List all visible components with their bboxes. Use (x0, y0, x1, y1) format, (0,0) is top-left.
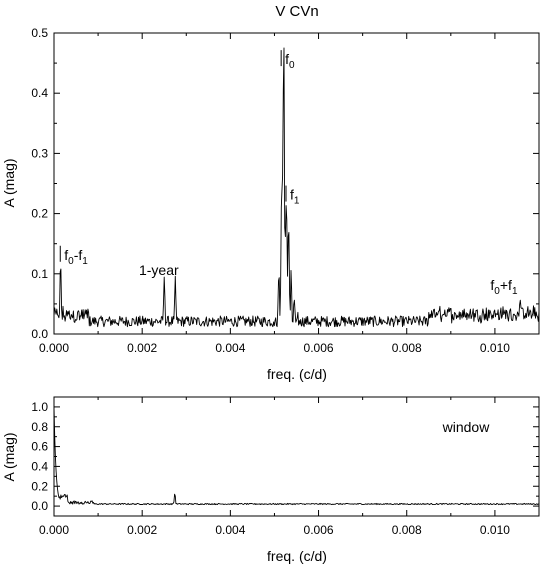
bottom-xtick-label: 0.010 (480, 523, 510, 537)
top-ytick-label: 0.4 (31, 86, 48, 100)
window-label: window (442, 419, 491, 435)
bottom-xtick-label: 0.002 (127, 523, 157, 537)
top-ytick-label: 0.0 (31, 327, 48, 341)
top-xtick-label: 0.004 (215, 341, 245, 355)
bottom-ytick-label: 0.6 (31, 440, 48, 454)
top-xtick-label: 0.002 (127, 341, 157, 355)
top-plot-frame (53, 32, 540, 335)
bottom-ytick-label: 0.8 (31, 420, 48, 434)
top-ytick-label: 0.1 (31, 267, 48, 281)
bottom-xtick-label: 0.000 (39, 523, 69, 537)
window-function-line (53, 406, 540, 506)
bottom-chart: 0.000 0.002 0.004 0.006 0.008 0.010 0.0 0.2 0.4 0… (1, 396, 540, 564)
top-xtick-label: 0.000 (39, 341, 69, 355)
bottom-ytick-label: 1.0 (31, 400, 48, 414)
annotation-label-2: f0-f1 (64, 247, 88, 267)
annotation-label-1: f1 (290, 187, 300, 207)
bottom-ytick-label: 0.4 (31, 459, 48, 473)
bottom-ytick-label: 0.2 (31, 479, 48, 493)
top-ticks (53, 32, 539, 335)
top-xlabel: freq. (c/d) (267, 366, 327, 382)
annotation-label-0: f0 (285, 51, 295, 71)
top-xtick-label: 0.008 (392, 341, 422, 355)
top-spectrum-line (53, 47, 540, 328)
top-annotations: f0 f1 f0-f1 1-year f0+f1 (59, 50, 518, 297)
bottom-ylabel: A (mag) (1, 432, 17, 481)
top-xtick-label: 0.010 (480, 341, 510, 355)
bottom-tick-labels: 0.000 0.002 0.004 0.006 0.008 0.010 0.0 0.2 0.4 0… (31, 400, 510, 537)
bottom-xtick-label: 0.006 (304, 523, 334, 537)
annotation-label-4: f0+f1 (490, 277, 518, 297)
bottom-xtick-label: 0.008 (392, 523, 422, 537)
bottom-xtick-label: 0.004 (215, 523, 245, 537)
top-ytick-label: 0.3 (31, 146, 48, 160)
top-ytick-label: 0.5 (31, 26, 48, 40)
top-ylabel: A (mag) (1, 158, 17, 207)
bottom-ticks (53, 396, 539, 516)
annotation-1-year: 1-year (139, 262, 179, 278)
bottom-plot-frame (53, 396, 540, 517)
chart-title: V CVn (275, 3, 318, 20)
bottom-xlabel: freq. (c/d) (267, 548, 327, 564)
top-chart: V CVn 0.000 0.002 0.004 0.006 0.008 0.0100.00… (1, 3, 540, 382)
bottom-ytick-label: 0.0 (31, 499, 48, 513)
top-xtick-label: 0.006 (304, 341, 334, 355)
top-tick-labels: 0.000 0.002 0.004 0.006 0.008 0.010 0.0 0.1 0.2 0… (31, 26, 510, 355)
top-ytick-label: 0.2 (31, 207, 48, 221)
